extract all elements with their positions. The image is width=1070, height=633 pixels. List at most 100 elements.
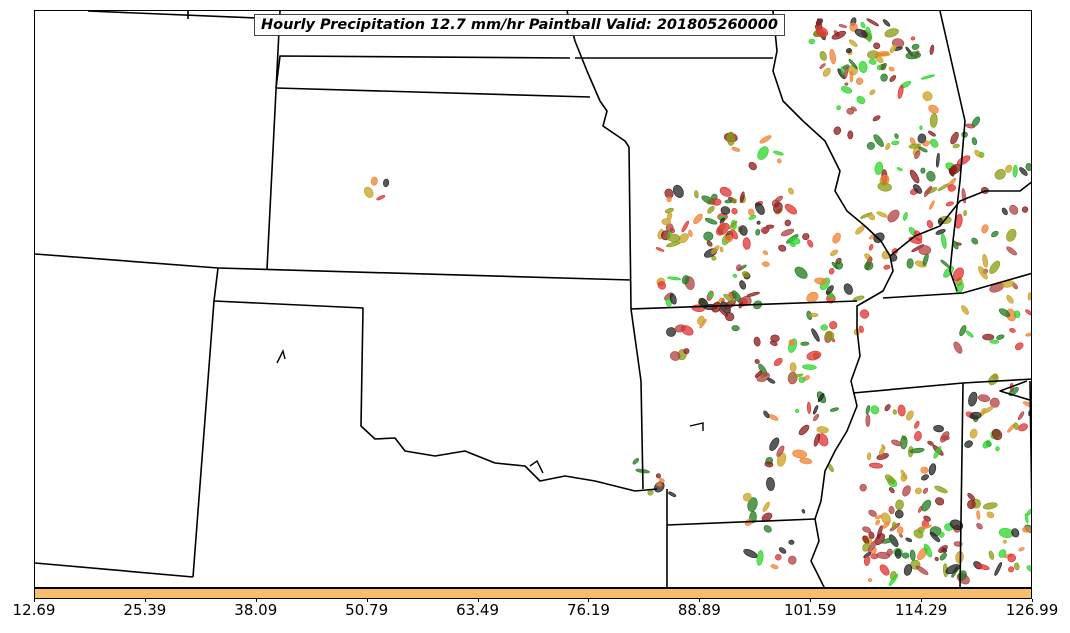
- precip-blob: [876, 211, 888, 218]
- precip-blob: [770, 334, 780, 343]
- precip-blob: [688, 229, 693, 237]
- precip-blob: [917, 133, 927, 144]
- precip-blob: [776, 158, 782, 164]
- precip-blob: [981, 406, 994, 414]
- border-ms-al: [959, 382, 964, 587]
- precip-blob: [798, 376, 806, 383]
- precip-blob: [756, 220, 761, 225]
- precip-blob: [755, 202, 765, 215]
- border-tn-ms: [852, 378, 1031, 394]
- precip-blob: [815, 26, 829, 38]
- precip-blob: [831, 30, 846, 40]
- precip-blob: [888, 506, 895, 515]
- precip-blob: [1012, 164, 1018, 178]
- precip-blob: [891, 140, 900, 146]
- precip-blob: [792, 449, 808, 459]
- precip-blob: [886, 548, 893, 556]
- precip-blob: [762, 250, 769, 256]
- precip-blob: [1013, 422, 1019, 430]
- precip-blob: [1025, 163, 1031, 171]
- minor-features: [276, 348, 704, 474]
- missouri-river: [566, 11, 630, 148]
- colorbar-tick-label: 76.19: [566, 601, 610, 619]
- precip-blob: [928, 130, 936, 137]
- precip-blob: [889, 44, 897, 54]
- precip-blob: [949, 519, 964, 531]
- lake-feature-2: [689, 422, 704, 431]
- precip-blob: [813, 413, 820, 422]
- precip-blob: [868, 58, 877, 65]
- precip-blob: [658, 477, 665, 483]
- precip-blob: [909, 169, 920, 184]
- precip-blob: [748, 161, 757, 171]
- precip-blob: [840, 86, 853, 94]
- precip-blob: [994, 169, 1006, 180]
- colorbar-tick-mark: [477, 599, 479, 602]
- precip-blob: [693, 213, 703, 224]
- precip-blob: [1024, 513, 1029, 524]
- precip-blob: [1005, 164, 1013, 173]
- precip-blob: [858, 61, 868, 73]
- precip-blob: [731, 146, 741, 152]
- precip-blob: [762, 226, 770, 235]
- precip-blob: [739, 225, 748, 236]
- precip-blob: [755, 229, 761, 236]
- border-ohio-river: [889, 181, 1031, 257]
- precip-blob: [880, 62, 887, 70]
- precip-blob: [678, 233, 689, 244]
- precip-blob: [1025, 332, 1031, 337]
- precip-blob: [1021, 206, 1029, 213]
- precip-blob: [866, 452, 872, 461]
- precip-blob: [882, 19, 891, 27]
- precip-blob: [743, 548, 758, 559]
- precip-blob: [846, 107, 855, 115]
- precip-blob: [969, 411, 982, 420]
- precip-blob: [897, 404, 906, 417]
- precip-blob: [947, 184, 956, 192]
- precip-blob: [669, 227, 675, 234]
- precip-blob: [647, 489, 654, 496]
- precip-blob: [952, 143, 960, 149]
- precip-blob: [923, 543, 933, 558]
- precip-blob: [655, 473, 661, 479]
- precip-blob: [894, 548, 902, 559]
- precip-blob: [800, 341, 810, 346]
- precip-blob: [736, 264, 742, 272]
- precip-blob: [934, 556, 939, 562]
- precip-blob: [656, 481, 662, 487]
- precip-blob: [885, 142, 891, 151]
- state-borders: [35, 11, 1031, 587]
- precip-blob: [824, 330, 835, 341]
- precip-blob: [964, 440, 973, 448]
- precip-blob: [753, 336, 761, 347]
- precip-blob: [711, 255, 717, 261]
- precip-blob: [1014, 562, 1020, 571]
- precip-blob: [814, 277, 828, 285]
- precip-blob: [884, 28, 899, 38]
- precip-blob: [832, 232, 841, 244]
- precip-blob: [961, 305, 969, 315]
- precip-blob: [928, 104, 939, 114]
- precip-blob: [769, 437, 780, 451]
- precip-blob: [798, 424, 810, 436]
- colorbar-tick-label: 101.59: [783, 601, 837, 619]
- precip-blob: [889, 75, 897, 82]
- precip-blob: [915, 565, 929, 575]
- precip-blob: [989, 397, 1000, 408]
- precip-blob: [849, 22, 858, 32]
- precip-blob: [775, 553, 782, 561]
- precip-blob: [1026, 565, 1031, 572]
- precip-blob: [862, 526, 871, 533]
- precip-blob: [875, 519, 881, 526]
- precip-blob: [741, 271, 750, 278]
- precip-blob: [938, 545, 948, 553]
- precip-blob: [1006, 294, 1014, 304]
- precip-blob: [956, 155, 971, 166]
- precip-blob: [952, 267, 964, 282]
- border-ga-al: [1029, 380, 1031, 506]
- precip-blob: [780, 228, 795, 237]
- precip-blob: [936, 152, 940, 168]
- precip-blob: [911, 43, 920, 50]
- precip-blob: [1007, 553, 1016, 563]
- precip-blob: [953, 341, 963, 354]
